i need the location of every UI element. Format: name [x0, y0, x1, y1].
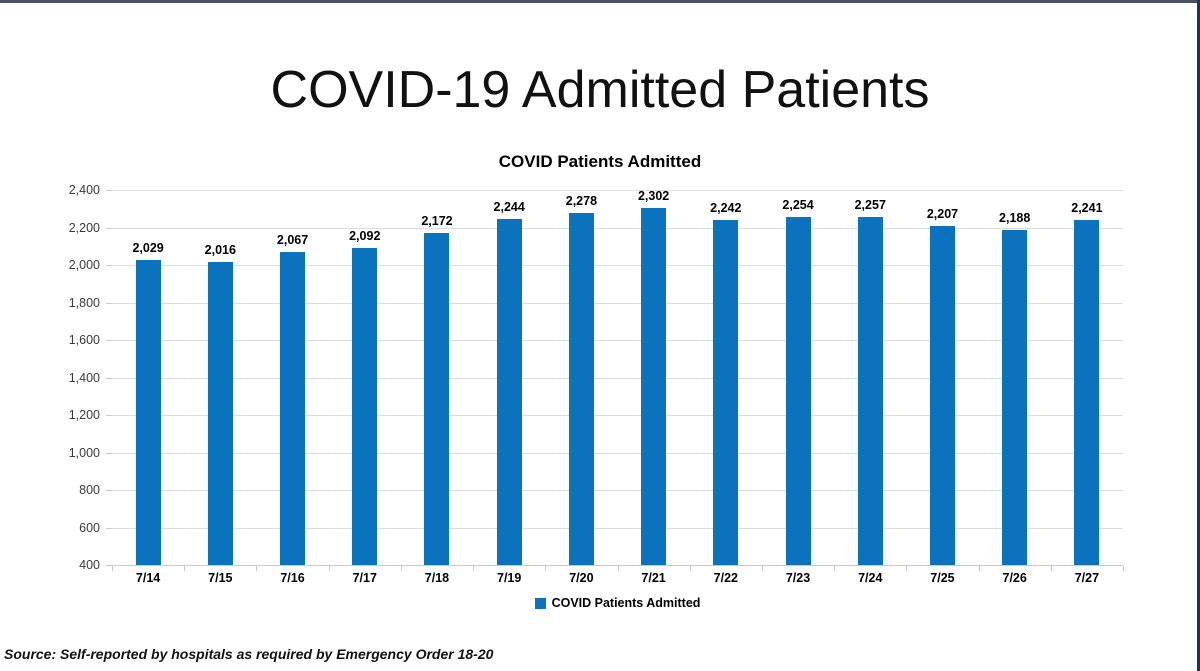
bar [1002, 229, 1028, 565]
x-axis-tick [256, 566, 258, 571]
x-tick-label: 7/27 [1074, 571, 1100, 585]
x-tick-label: 7/21 [641, 571, 666, 585]
y-tick-label: 400 [79, 558, 100, 572]
bar-value-label: 2,188 [999, 210, 1031, 225]
x-axis-tick [112, 566, 113, 571]
y-axis-tick [106, 415, 112, 416]
bar [568, 212, 594, 565]
x-tick-label: 7/14 [135, 571, 161, 585]
y-axis-tick [106, 490, 112, 491]
x-tick-label: 7/25 [930, 571, 955, 585]
y-axis-tick [106, 527, 112, 529]
x-axis-tick [328, 566, 330, 571]
bar [352, 247, 378, 565]
gridline [112, 490, 1123, 491]
gridline [112, 452, 1123, 454]
bar [496, 219, 522, 565]
gridline [112, 415, 1123, 416]
y-axis-tick [106, 190, 112, 191]
y-tick-label: 800 [79, 483, 100, 497]
x-tick-label: 7/17 [352, 571, 377, 585]
bar [280, 252, 306, 565]
bar-value-label: 2,092 [349, 228, 381, 243]
x-axis-tick [617, 566, 619, 571]
gridline [112, 265, 1123, 266]
x-tick-label: 7/24 [858, 571, 883, 585]
y-axis-tick [106, 302, 112, 304]
bar [135, 259, 161, 565]
x-axis-tick [978, 566, 980, 571]
bar-value-label: 2,029 [132, 240, 164, 255]
bar [641, 208, 667, 565]
bar-value-label: 2,172 [421, 213, 453, 228]
source-note: Source: Self-reported by hospitals as re… [4, 646, 494, 662]
x-tick-label: 7/23 [785, 571, 811, 585]
x-tick-label: 7/22 [713, 571, 738, 585]
y-tick-label: 2,200 [68, 220, 100, 235]
gridline [112, 302, 1123, 304]
bar-value-label: 2,067 [276, 233, 309, 248]
x-axis-tick [1050, 566, 1052, 571]
x-axis-tick [184, 566, 186, 571]
x-axis-tick [400, 566, 402, 571]
y-tick-label: 2,400 [68, 183, 100, 197]
bar-value-label: 2,244 [493, 200, 525, 215]
bar-value-label: 2,278 [565, 193, 598, 208]
bar [929, 226, 955, 565]
bar-value-label: 2,302 [637, 189, 670, 204]
x-axis-tick [834, 566, 836, 571]
x-axis-tick [689, 566, 691, 571]
bar-value-label: 2,241 [1071, 200, 1103, 215]
gridline [112, 377, 1123, 379]
bar-value-label: 2,016 [204, 243, 236, 257]
gridline [112, 227, 1123, 229]
gridline [112, 340, 1123, 341]
bar [1074, 219, 1100, 565]
bar [713, 219, 739, 565]
x-axis-tick [761, 566, 763, 571]
window-right-border [1197, 0, 1200, 671]
legend: COVID Patients Admitted [112, 596, 1123, 610]
bar-value-label: 2,242 [710, 200, 742, 215]
gridline [112, 527, 1123, 529]
y-tick-label: 2,000 [68, 258, 100, 272]
x-tick-label: 7/16 [280, 571, 305, 585]
x-tick-label: 7/15 [208, 571, 233, 585]
y-axis-tick [106, 265, 112, 266]
bar [424, 232, 450, 565]
bar-value-label: 2,257 [854, 197, 886, 212]
legend-swatch-icon [534, 597, 546, 609]
y-axis-tick [106, 340, 112, 341]
bar [857, 216, 883, 565]
y-axis-tick [106, 377, 112, 379]
x-tick-label: 7/20 [569, 571, 594, 585]
gridline [112, 190, 1123, 191]
x-axis-tick [473, 566, 475, 571]
bar-value-label: 2,254 [782, 198, 814, 213]
y-tick-label: 1,000 [68, 445, 100, 460]
legend-label: COVID Patients Admitted [551, 596, 701, 610]
bar-value-label: 2,207 [926, 207, 959, 222]
x-axis-tick [1123, 566, 1124, 571]
y-tick-label: 1,800 [68, 295, 100, 310]
bar [785, 217, 811, 565]
x-axis-tick [545, 566, 547, 571]
y-tick-label: 1,400 [68, 370, 100, 385]
x-axis-tick [906, 566, 908, 571]
bar [207, 262, 233, 565]
x-tick-label: 7/19 [497, 571, 522, 585]
page-title: COVID-19 Admitted Patients [270, 61, 930, 119]
x-tick-label: 7/26 [1002, 571, 1027, 585]
window-top-border [0, 0, 1200, 3]
x-tick-label: 7/18 [424, 571, 450, 585]
y-tick-label: 600 [79, 520, 100, 535]
y-axis-tick [106, 452, 112, 454]
y-tick-label: 1,600 [68, 333, 100, 347]
chart-title: COVID Patients Admitted [498, 152, 702, 171]
y-axis-tick [106, 227, 112, 229]
y-axis-tick [106, 565, 112, 566]
y-tick-label: 1,200 [68, 408, 100, 422]
plot-area: 400 600 800 1,000 1,200 1,400 1,600 1,800 2,000 2… [69, 183, 1124, 585]
x-axis-line [112, 565, 1123, 566]
